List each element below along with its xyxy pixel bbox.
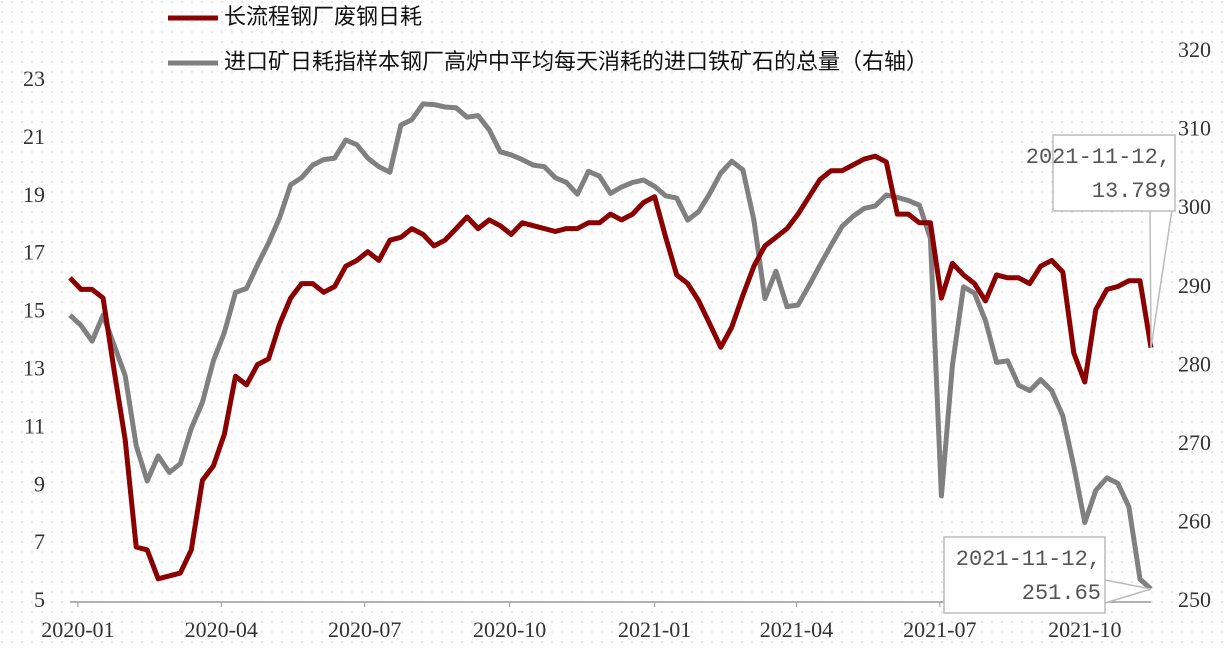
y2-tick-label: 320 [1178,37,1211,62]
y-tick-label: 13 [23,355,45,380]
x-tick-label: 2021-01 [618,617,691,642]
x-tick-label: 2021-07 [903,617,976,642]
y-tick-label: 9 [34,471,45,496]
legend-label: 进口矿日耗指样本钢厂高炉中平均每天消耗的进口铁矿石的总量（右轴） [224,50,928,75]
y-tick-label: 23 [23,66,45,91]
x-tick-label: 2020-07 [328,617,401,642]
y2-tick-label: 300 [1178,194,1211,219]
annotation-leader [1149,189,1176,348]
y-tick-label: 7 [34,529,45,554]
x-tick-label: 2020-10 [473,617,546,642]
series-line [68,153,1154,582]
y2-tick-label: 310 [1178,116,1211,141]
x-tick-label: 2021-10 [1048,617,1121,642]
y-tick-label: 15 [23,298,45,323]
y2-tick-label: 260 [1178,508,1211,533]
y2-tick-label: 250 [1178,587,1211,612]
annotation-text: 2021-11-12, [1026,145,1171,170]
annotation-box [943,536,1106,614]
y-tick-label: 19 [23,182,45,207]
y-tick-label: 5 [34,587,45,612]
x-tick-label: 2020-01 [41,617,114,642]
annotation-text: 2021-11-12, [956,547,1101,572]
y2-tick-label: 290 [1178,273,1211,298]
annotation-leader [1104,579,1152,604]
y-tick-label: 11 [24,413,45,438]
y-tick-label: 17 [23,240,45,265]
y2-tick-label: 270 [1178,430,1211,455]
annotation-text: 13.789 [1092,179,1171,204]
y-tick-label: 21 [23,124,45,149]
annotation-text: 251.65 [1022,581,1101,606]
x-tick-label: 2020-04 [185,617,258,642]
annotation-box [1052,134,1176,212]
series-line [68,101,1153,591]
x-tick-label: 2021-04 [760,617,833,642]
legend-label: 长流程钢厂废钢日耗 [224,5,422,30]
y2-tick-label: 280 [1178,351,1211,376]
